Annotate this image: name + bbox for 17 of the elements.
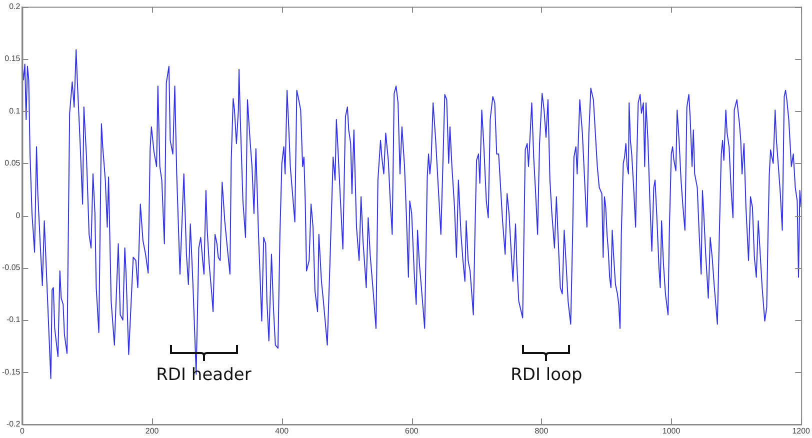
x-tick-label: 400 — [275, 426, 290, 436]
annotation: RDI loop — [510, 364, 582, 385]
y-tick-label: -0.15 — [2, 367, 21, 376]
x-tick-label: 800 — [534, 426, 549, 436]
y-tick-label: -0.2 — [6, 420, 21, 429]
x-tick-label: 1000 — [662, 426, 681, 436]
x-tick-label: 1200 — [792, 426, 811, 436]
x-tick-label: 200 — [145, 426, 160, 436]
y-tick-label: 0.1 — [9, 106, 21, 116]
x-tick-label: 600 — [404, 426, 419, 436]
y-tick-label: 0.15 — [4, 54, 21, 64]
y-tick-label: 0.2 — [9, 2, 21, 12]
y-tick-label: 0 — [16, 210, 21, 220]
y-tick-label: 0.05 — [4, 158, 21, 168]
y-tick-label: -0.05 — [2, 263, 21, 272]
annotation: RDI header — [156, 364, 252, 385]
y-tick-label: -0.1 — [6, 315, 21, 324]
